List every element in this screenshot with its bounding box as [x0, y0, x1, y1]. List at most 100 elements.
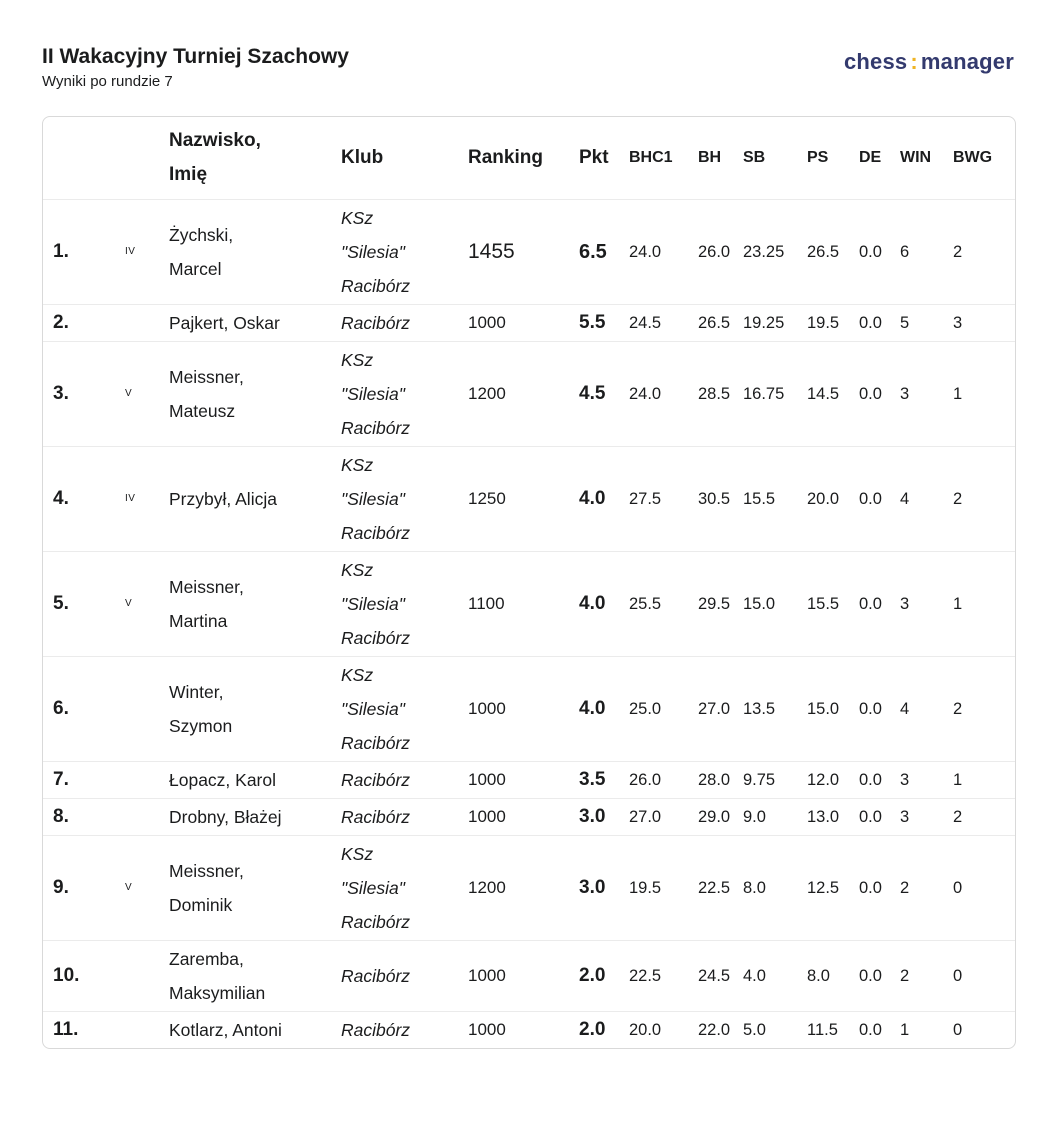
de-cell: 0.0 — [859, 198, 900, 304]
header-pkt: Pkt — [579, 146, 609, 168]
rank-cell: 9. — [43, 834, 125, 940]
win-cell: 6 — [900, 198, 953, 304]
sb-cell: 15.5 — [743, 445, 807, 551]
club-cell: Racibórz — [341, 1010, 468, 1048]
sb-cell: 4.0 — [743, 939, 807, 1011]
ps-cell: 26.5 — [807, 198, 859, 304]
ranking-cell: 1000 — [468, 655, 579, 761]
player-name-cell: Przybył, Alicja — [169, 445, 341, 551]
chessmanager-logo: chess: manager — [844, 49, 1014, 75]
standings-table: Nazwisko, Imię Klub Ranking Pkt BHC1 BH … — [42, 115, 1016, 1049]
ps-cell: 11.5 — [807, 1010, 859, 1048]
sb-cell: 13.5 — [743, 655, 807, 761]
bwg-cell: 3 — [953, 303, 1015, 341]
ranking-cell: 1000 — [468, 939, 579, 1011]
bhc1-cell: 24.0 — [629, 340, 698, 446]
points-cell: 2.0 — [579, 939, 629, 1011]
table-row: 11. Kotlarz, Antoni Racibórz 1000 2.0 20… — [43, 1010, 1015, 1048]
page-title: II Wakacyjny Turniej Szachowy — [42, 45, 349, 68]
points-cell: 4.5 — [579, 340, 629, 446]
header-row: Nazwisko, Imię Klub Ranking Pkt BHC1 BH … — [43, 117, 1015, 199]
table-row: 3. V Meissner, Mateusz KSz "Silesia" Rac… — [43, 340, 1015, 446]
ps-cell: 12.0 — [807, 760, 859, 798]
rank-cell: 2. — [43, 303, 125, 341]
de-cell: 0.0 — [859, 797, 900, 835]
bh-cell: 22.5 — [698, 834, 743, 940]
bhc1-cell: 27.5 — [629, 445, 698, 551]
bwg-cell: 2 — [953, 797, 1015, 835]
win-cell: 3 — [900, 340, 953, 446]
table-header: Nazwisko, Imię Klub Ranking Pkt BHC1 BH … — [43, 117, 1015, 199]
header-club: Klub — [341, 146, 384, 168]
points-cell: 6.5 — [579, 198, 629, 304]
de-cell: 0.0 — [859, 834, 900, 940]
rank-cell: 5. — [43, 550, 125, 656]
header-sb: SB — [743, 148, 766, 166]
ps-cell: 15.5 — [807, 550, 859, 656]
bh-cell: 28.5 — [698, 340, 743, 446]
category-cell — [125, 939, 169, 1011]
win-cell: 2 — [900, 939, 953, 1011]
player-name-cell: Kotlarz, Antoni — [169, 1010, 341, 1048]
ranking-cell: 1000 — [468, 760, 579, 798]
bh-cell: 28.0 — [698, 760, 743, 798]
win-cell: 5 — [900, 303, 953, 341]
club-cell: KSz "Silesia" Racibórz — [341, 655, 468, 761]
rank-cell: 7. — [43, 760, 125, 798]
category-cell — [125, 655, 169, 761]
points-cell: 3.5 — [579, 760, 629, 798]
logo-text-chess: chess — [843, 49, 908, 74]
rank-cell: 6. — [43, 655, 125, 761]
club-cell: Racibórz — [341, 939, 468, 1011]
win-cell: 4 — [900, 655, 953, 761]
sb-cell: 19.25 — [743, 303, 807, 341]
bh-cell: 26.5 — [698, 303, 743, 341]
title-block: II Wakacyjny Turniej Szachowy Wyniki po … — [42, 44, 349, 92]
ranking-cell: 1200 — [468, 340, 579, 446]
bwg-cell: 0 — [953, 939, 1015, 1011]
table-row: 5. V Meissner, Martina KSz "Silesia" Rac… — [43, 550, 1015, 656]
sb-cell: 16.75 — [743, 340, 807, 446]
de-cell: 0.0 — [859, 550, 900, 656]
bh-cell: 30.5 — [698, 445, 743, 551]
table-row: 6. Winter, Szymon KSz "Silesia" Racibórz… — [43, 655, 1015, 761]
club-cell: KSz "Silesia" Racibórz — [341, 834, 468, 940]
bh-cell: 27.0 — [698, 655, 743, 761]
player-name-cell: Łopacz, Karol — [169, 760, 341, 798]
ps-cell: 13.0 — [807, 797, 859, 835]
bh-cell: 26.0 — [698, 198, 743, 304]
category-cell — [125, 760, 169, 798]
page-subtitle: Wyniki po rundzie 7 — [42, 73, 173, 91]
table-row: 8. Drobny, Błażej Racibórz 1000 3.0 27.0… — [43, 797, 1015, 835]
de-cell: 0.0 — [859, 1010, 900, 1048]
ps-cell: 19.5 — [807, 303, 859, 341]
sb-cell: 15.0 — [743, 550, 807, 656]
ranking-cell: 1200 — [468, 834, 579, 940]
bwg-cell: 2 — [953, 198, 1015, 304]
ranking-cell: 1100 — [468, 550, 579, 656]
player-name-cell: Winter, Szymon — [169, 655, 341, 761]
results-body: 1. IV Żychski, Marcel KSz "Silesia" Raci… — [43, 198, 1015, 1048]
ps-cell: 8.0 — [807, 939, 859, 1011]
rank-cell: 11. — [43, 1010, 125, 1048]
win-cell: 3 — [900, 550, 953, 656]
category-cell — [125, 1010, 169, 1048]
bwg-cell: 2 — [953, 655, 1015, 761]
top-bar: II Wakacyjny Turniej Szachowy Wyniki po … — [42, 44, 1014, 92]
player-name-cell: Meissner, Martina — [169, 550, 341, 656]
header-win: WIN — [900, 148, 932, 166]
win-cell: 1 — [900, 1010, 953, 1048]
points-cell: 4.0 — [579, 655, 629, 761]
sb-cell: 8.0 — [743, 834, 807, 940]
sb-cell: 9.75 — [743, 760, 807, 798]
de-cell: 0.0 — [859, 303, 900, 341]
ranking-cell: 1000 — [468, 797, 579, 835]
ranking-cell: 1250 — [468, 445, 579, 551]
category-cell: IV — [125, 445, 169, 551]
bhc1-cell: 20.0 — [629, 1010, 698, 1048]
header-ps: PS — [807, 148, 829, 166]
header-bh: BH — [698, 148, 722, 166]
results-page: II Wakacyjny Turniej Szachowy Wyniki po … — [42, 44, 1016, 1049]
bhc1-cell: 26.0 — [629, 760, 698, 798]
bh-cell: 24.5 — [698, 939, 743, 1011]
